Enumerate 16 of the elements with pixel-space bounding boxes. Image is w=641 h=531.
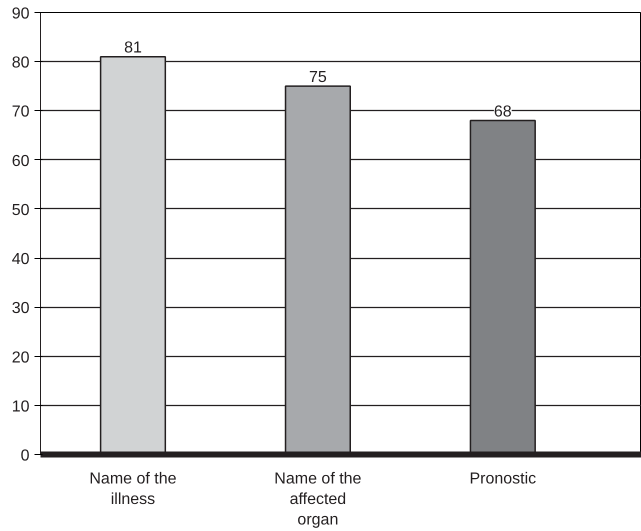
y-tick-label: 50 [12,202,30,219]
x-tick-label: Pronostic [469,470,536,488]
x-tick-label: Name of the affected organ [274,470,362,528]
y-tick-label: 80 [12,54,30,72]
y-tick-label: 40 [12,251,30,268]
y-tick-label: 30 [12,300,30,318]
y-tick-label: 10 [12,398,30,416]
data-label: 68 [494,104,512,121]
data-label: 81 [124,40,142,57]
y-tick-label: 20 [12,349,30,366]
data-label: 75 [308,69,327,86]
y-tick-label: 0 [20,448,30,464]
y-tick-label: 90 [12,6,30,22]
y-tick-label: 60 [12,152,30,170]
x-tick-label: Name of the illness [89,470,177,508]
y-tick-label: 70 [12,104,30,121]
